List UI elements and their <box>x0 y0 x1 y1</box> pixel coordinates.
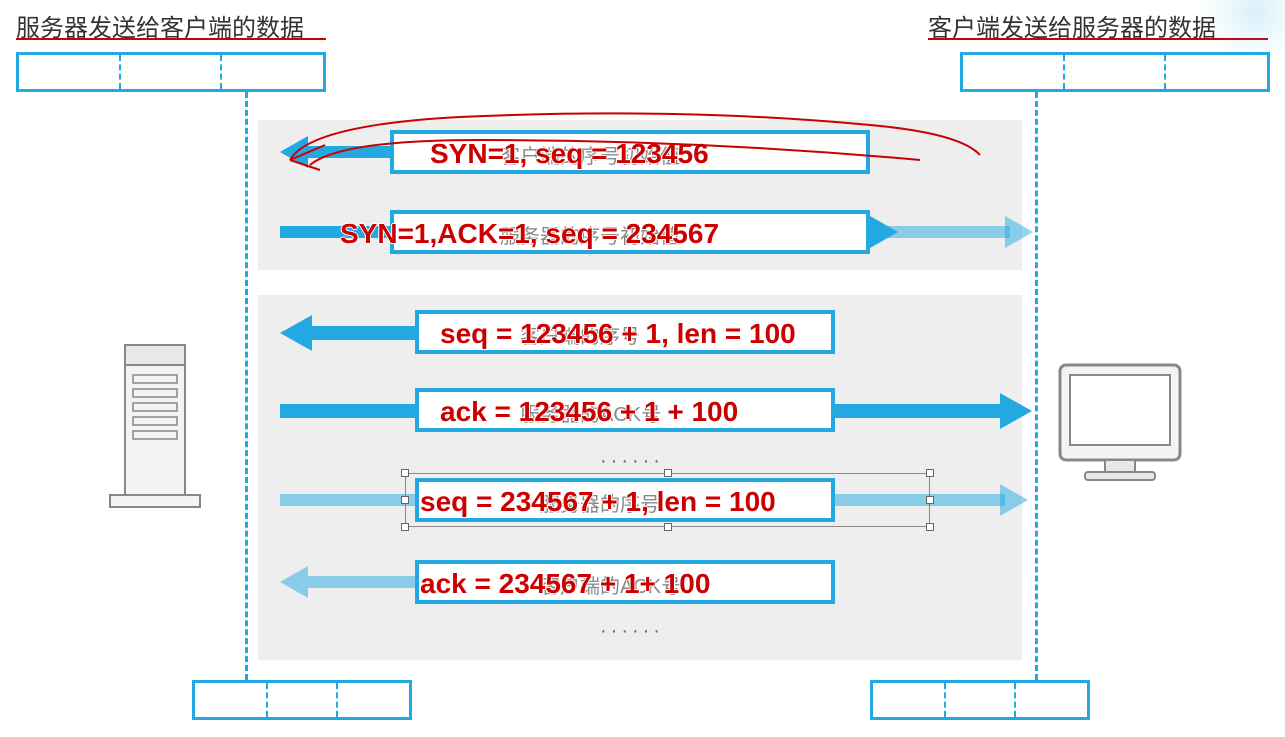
arrow-5-head <box>1000 484 1028 516</box>
server-buffer-top <box>16 52 326 92</box>
client-title-underline <box>928 38 1268 40</box>
dots-2: ······ <box>600 620 664 643</box>
arrow-6-head <box>280 566 308 598</box>
sel-handle-e[interactable] <box>926 496 934 504</box>
sel-handle-se[interactable] <box>926 523 934 531</box>
overlay-msg-6: ack = 234567 + 1+ 100 <box>420 568 710 600</box>
sel-handle-w[interactable] <box>401 496 409 504</box>
selection-box[interactable] <box>405 473 930 527</box>
arrow-3-stem <box>308 326 415 340</box>
sel-handle-sw[interactable] <box>401 523 409 531</box>
arrow-2-tail <box>870 226 1010 238</box>
overlay-msg-3: seq = 123456 + 1, len = 100 <box>440 318 796 350</box>
dots-1: ······ <box>600 450 664 473</box>
client-lifeline <box>1035 92 1038 680</box>
arrow-4-stem <box>280 404 415 418</box>
arrow-6-stem <box>308 576 415 588</box>
sel-handle-nw[interactable] <box>401 469 409 477</box>
monitor-icon <box>1050 355 1190 495</box>
arrow-5-stem <box>280 494 415 506</box>
arrow-2-head-faded <box>1005 216 1033 248</box>
server-icon <box>105 335 205 535</box>
sel-handle-s[interactable] <box>664 523 672 531</box>
sel-handle-ne[interactable] <box>926 469 934 477</box>
arrow-4-stem2 <box>835 404 1005 418</box>
overlay-msg-4: ack = 123456 + 1 + 100 <box>440 396 738 428</box>
overlay-msg-2: SYN=1,ACK=1, seq = 234567 <box>340 218 719 250</box>
server-buffer-bottom <box>192 680 412 720</box>
annotation-curve <box>280 105 1000 185</box>
sel-handle-n[interactable] <box>664 469 672 477</box>
server-lifeline <box>245 92 248 680</box>
arrow-3-head <box>280 315 312 351</box>
server-title-underline <box>16 38 326 40</box>
arrow-4-head <box>1000 393 1032 429</box>
client-buffer-top <box>960 52 1270 92</box>
client-buffer-bottom <box>870 680 1090 720</box>
